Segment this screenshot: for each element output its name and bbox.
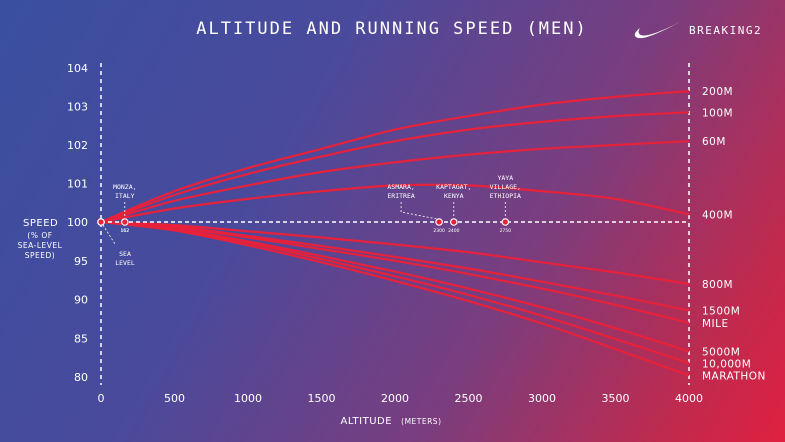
y-tick-104: 104 (67, 62, 88, 75)
x-axis-unit: (METERS) (401, 417, 441, 426)
y-tick-90: 90 (74, 294, 88, 307)
series-label-mile: MILE (702, 318, 729, 330)
location-altitude: 162 (121, 228, 130, 234)
location-marker (121, 218, 129, 226)
y-tick-80: 80 (74, 371, 88, 384)
x-tick-1000: 1000 (234, 392, 262, 405)
location-name-line: SEA (119, 250, 131, 258)
y-ticks: 104 103 102 101 100 95 90 85 80 (67, 62, 88, 384)
location-name-line: MONZA, (113, 183, 136, 191)
series-label-800m: 800M (702, 279, 733, 291)
location-marker (435, 218, 443, 226)
location-name-line: KENYA (444, 192, 464, 200)
location-altitude: 162 (121, 228, 130, 234)
x-ticks: 0 500 1000 1500 2000 2500 3000 3500 4000 (98, 392, 704, 405)
series-label-1500m: 1500M (702, 305, 740, 317)
series-line-1500m (100, 220, 690, 312)
location-leader (102, 224, 116, 245)
nike-swoosh-icon (634, 22, 680, 39)
y-axis-sub-1: (% OF (27, 231, 52, 240)
location-name-line: ITALY (115, 192, 135, 200)
series-label-10-000m: 10,000M (702, 358, 751, 370)
series-line-800m (100, 220, 690, 286)
series-label-400m: 400M (702, 209, 733, 221)
location-name-line: LEVEL (115, 259, 135, 267)
y-tick-102: 102 (67, 139, 88, 152)
x-tick-500: 500 (164, 392, 185, 405)
location-name-line: YAYA (497, 174, 513, 182)
location-altitude: 2750 (500, 228, 512, 234)
location-name-line: ETHIOPIA (490, 192, 521, 200)
series-label-100m: 100M (702, 107, 733, 119)
series-line-mile (100, 220, 690, 324)
series-label-60m: 60M (702, 136, 726, 148)
x-axis-title: ALTITUDE (METERS) (341, 409, 442, 428)
series-label-200m: 200M (702, 86, 733, 98)
location-markers: MONZA,ITALY162162SEALEVELASMARA,ERITREA2… (97, 174, 521, 267)
x-tick-3500: 3500 (602, 392, 630, 405)
location-asmara-eritrea: ASMARA,ERITREA 2300 (387, 183, 445, 234)
location-altitude: 2300 (433, 228, 445, 234)
y-axis-sub-2: SEA-LEVEL (18, 241, 63, 250)
y-tick-100: 100 (67, 216, 88, 229)
location-marker (501, 218, 510, 226)
y-axis-label: SPEED (23, 218, 58, 229)
location-marker (449, 218, 458, 226)
series-label-marathon: MARATHON (702, 370, 766, 382)
y-tick-85: 85 (74, 332, 88, 345)
x-tick-3000: 3000 (528, 392, 556, 405)
x-axis-label: ALTITUDE (341, 416, 393, 427)
location-kaptagat-kenya: KAPTAGAT,KENYA 2400 (436, 183, 471, 234)
location-leader (400, 202, 438, 220)
x-tick-0: 0 (98, 392, 105, 405)
x-tick-1500: 1500 (308, 392, 336, 405)
location-name-line: KAPTAGAT, (436, 183, 471, 191)
x-tick-4000: 4000 (675, 392, 703, 405)
series-label-5000m: 5000M (702, 346, 740, 358)
location-name-line: ERITREA (387, 192, 414, 200)
x-tick-2000: 2000 (381, 392, 409, 405)
y-tick-103: 103 (67, 101, 88, 114)
series-line-60m (100, 140, 690, 224)
series-line-5000m (100, 220, 690, 353)
y-tick-95: 95 (74, 255, 88, 268)
y-tick-101: 101 (67, 178, 88, 191)
series-lines (100, 90, 690, 377)
location-name-line: ASMARA, (387, 183, 414, 191)
x-tick-2500: 2500 (455, 392, 483, 405)
series-line-10-000m (100, 220, 690, 365)
series-line-200m (100, 90, 690, 224)
location-name-line: VILLAGE, (490, 183, 521, 191)
origin-marker (97, 218, 105, 226)
y-axis-sub-3: SPEED) (25, 251, 55, 260)
series-line-100m (100, 111, 690, 224)
location-altitude: 2400 (448, 228, 460, 234)
brand-label: BREAKING2 (689, 24, 762, 37)
chart-title: ALTITUDE AND RUNNING SPEED (MEN) (196, 19, 588, 39)
series-line-marathon (100, 220, 690, 377)
series-line-400m (100, 183, 690, 224)
